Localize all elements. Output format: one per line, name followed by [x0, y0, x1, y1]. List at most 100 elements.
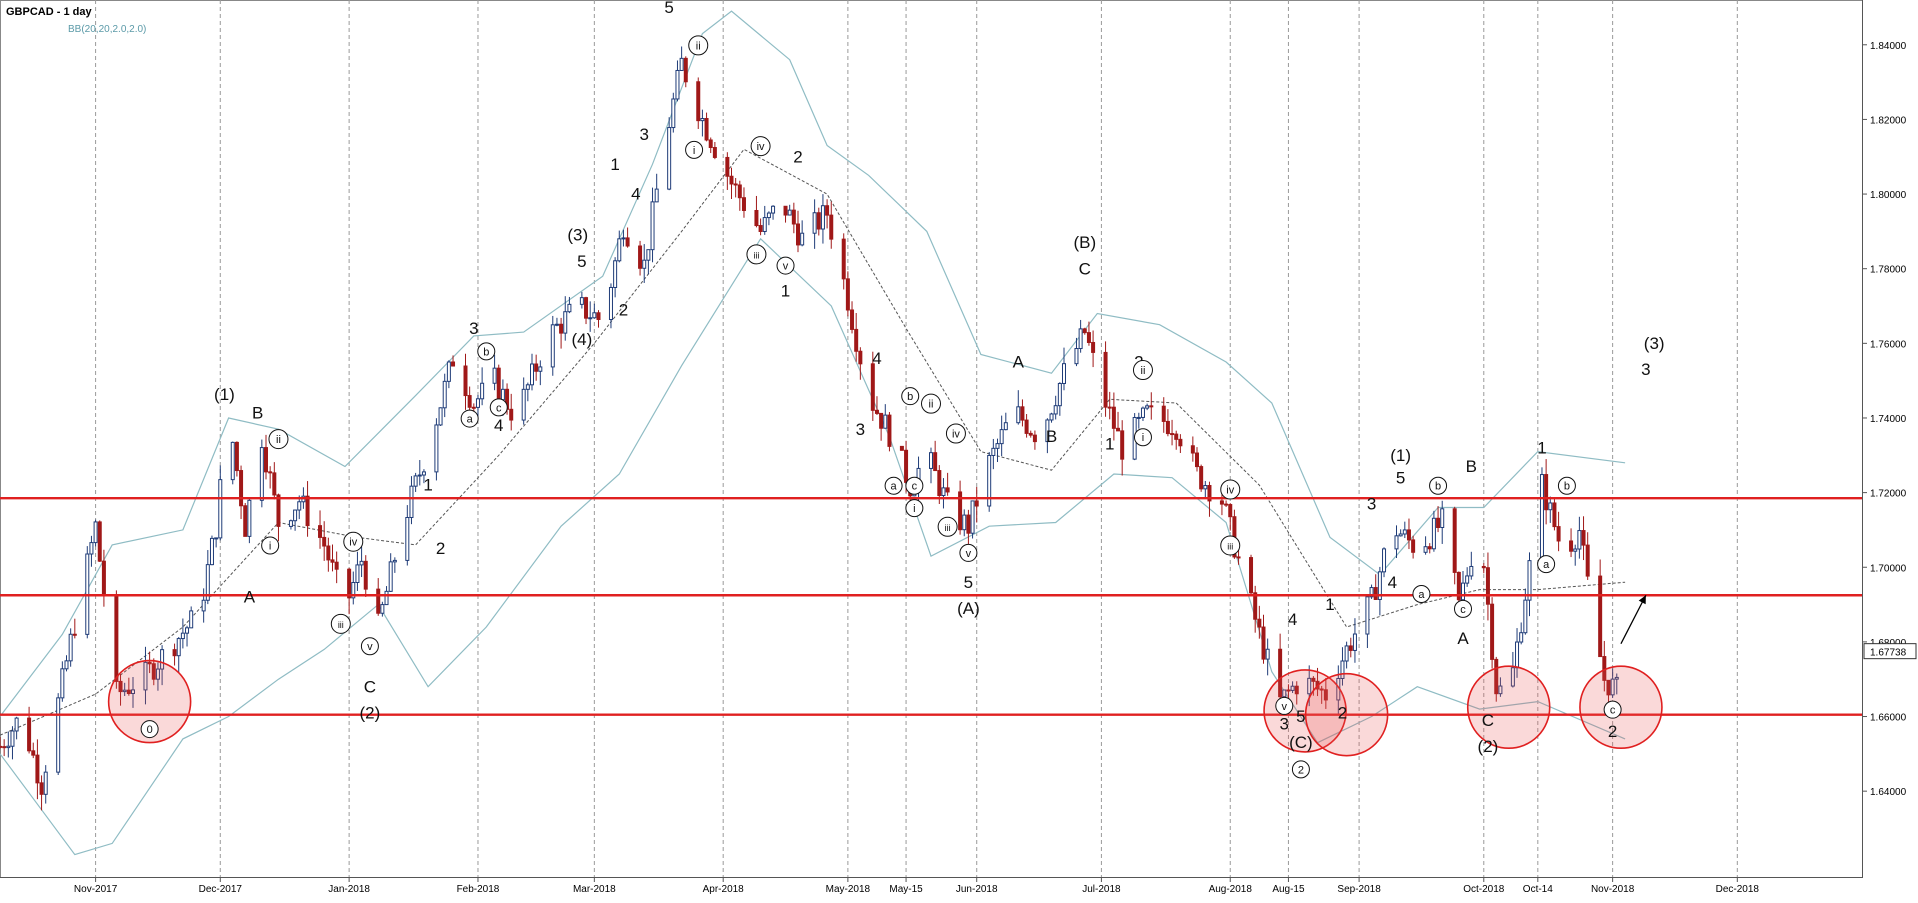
- forecast-arrow-line: [1620, 594, 1647, 645]
- wave-label-ring: [1220, 535, 1241, 556]
- wave-label: (B): [1073, 233, 1096, 252]
- candle-down: [376, 588, 381, 614]
- candle-up: [1498, 685, 1503, 695]
- wave-label: ii: [276, 434, 281, 446]
- candle-up: [297, 501, 302, 511]
- candle-up: [1423, 546, 1428, 553]
- candle-down: [974, 500, 979, 507]
- candle-up: [214, 537, 219, 540]
- candle-down: [1494, 658, 1499, 695]
- candle-up: [1016, 406, 1021, 424]
- wave-label-ring: [360, 637, 379, 656]
- candle-down: [1178, 438, 1183, 447]
- candle-up: [812, 212, 817, 234]
- wave-label: (2): [1478, 737, 1499, 756]
- wave-label: i: [913, 503, 915, 515]
- wave-label: 2: [1338, 703, 1347, 722]
- x-tick-label: Apr-2018: [703, 884, 745, 895]
- forecast-arrow-head: [1638, 595, 1646, 605]
- candle-up: [1440, 508, 1445, 529]
- candle-down: [172, 649, 177, 657]
- candle-up: [218, 479, 223, 539]
- x-tick-label: Nov-2018: [1591, 884, 1635, 895]
- candle-up: [762, 217, 767, 232]
- candle-up: [1145, 405, 1150, 409]
- candle-down: [1261, 626, 1266, 660]
- candle-up: [1614, 676, 1619, 680]
- candle-up: [995, 443, 1000, 449]
- candle-down: [147, 661, 152, 665]
- candle-down: [638, 245, 643, 269]
- candle-up: [1461, 582, 1465, 601]
- candle-up: [500, 388, 505, 401]
- wave-label-ring: [688, 35, 709, 56]
- candle-up: [56, 697, 61, 773]
- wave-label: iii: [753, 250, 759, 260]
- highlight-circle: [107, 659, 192, 744]
- candle-up: [592, 312, 597, 319]
- wave-label-ring: [489, 398, 508, 417]
- candle-down: [1598, 575, 1603, 658]
- candle-down: [268, 471, 273, 474]
- candle-down: [683, 57, 688, 83]
- wave-label: ii: [696, 40, 701, 52]
- candle-down: [708, 139, 713, 149]
- wave-label-ring: [884, 476, 903, 495]
- candle-down: [1190, 445, 1195, 454]
- wave-label: 5: [664, 0, 673, 17]
- candle-up: [185, 627, 190, 634]
- y-tick-label: 1.78000: [1870, 265, 1907, 276]
- candle-up: [176, 638, 181, 657]
- wave-label: c: [496, 402, 502, 414]
- x-tick-label: Oct-14: [1523, 884, 1553, 895]
- candle-up: [1062, 363, 1066, 384]
- candle-down: [35, 754, 40, 784]
- wave-label: B: [252, 404, 263, 423]
- candle-up: [1053, 405, 1058, 415]
- candle-up: [1049, 413, 1054, 421]
- wave-label: C: [1482, 711, 1494, 730]
- wave-label-ring: [685, 140, 704, 159]
- x-tick-label: Dec-2018: [1716, 884, 1760, 895]
- candle-down: [1091, 341, 1096, 353]
- wave-label: (1): [214, 385, 235, 404]
- candle-up: [143, 661, 148, 691]
- candle-up: [209, 537, 214, 566]
- y-tick-label: 1.80000: [1870, 190, 1907, 201]
- candle-down: [1161, 405, 1166, 422]
- candle-down: [1020, 406, 1025, 421]
- candle-up: [230, 441, 235, 481]
- candle-up: [787, 209, 792, 216]
- candle-down: [1195, 452, 1199, 468]
- wave-label: ii: [929, 399, 934, 411]
- candle-up: [351, 582, 356, 599]
- candle-up: [999, 429, 1004, 445]
- wave-label-ring: [750, 136, 771, 157]
- wave-label: 1: [423, 476, 432, 495]
- candle-down: [1107, 406, 1112, 409]
- wave-label: 1: [610, 155, 619, 174]
- wave-label: B: [1046, 427, 1057, 446]
- wave-label-ring: [959, 543, 978, 562]
- candle-up: [413, 475, 418, 487]
- candle-down: [467, 395, 472, 408]
- candle-up: [60, 668, 65, 699]
- candle-down: [829, 214, 834, 240]
- candle-up: [675, 69, 680, 100]
- candle-down: [796, 223, 800, 246]
- candle-down: [1311, 677, 1316, 682]
- x-tick-label: May-15: [889, 884, 923, 895]
- candle-down: [151, 663, 156, 680]
- wave-label: a: [467, 414, 474, 426]
- wave-label: 5: [964, 573, 973, 592]
- candle-down: [845, 278, 850, 311]
- candle-up: [1344, 645, 1349, 662]
- candle-down: [347, 568, 352, 599]
- candle-down: [1116, 427, 1121, 432]
- wave-label: (A): [957, 599, 980, 618]
- candle-down: [234, 441, 239, 472]
- candle-up: [650, 201, 655, 251]
- candle-down: [1569, 540, 1574, 552]
- wave-label: iv: [349, 537, 357, 549]
- bollinger-lower-band: [0, 237, 1626, 856]
